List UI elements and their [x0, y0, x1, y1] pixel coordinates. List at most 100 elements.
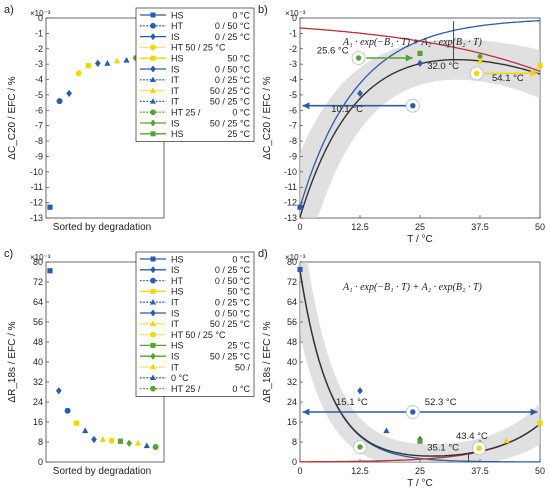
- panel-d-annotation-52: 52.3 °C: [425, 397, 457, 408]
- panel-c-label: c): [4, 248, 13, 260]
- panel-d-point: [383, 427, 390, 434]
- panel-d-marker-yellow-dot: [476, 445, 482, 451]
- legend-top-item-name: IT: [171, 86, 180, 96]
- panel-c-point: [99, 436, 106, 442]
- panel-a-point: [47, 204, 53, 210]
- panel-b-annotation-32: 32.0 °C: [427, 61, 459, 72]
- legend-top-item-marker: [150, 12, 156, 18]
- panel-a-ytick-label: -5: [35, 90, 43, 100]
- panel-a-ytick-label: -9: [35, 151, 43, 161]
- legend-top-item-temp: 50 / 25 °C: [210, 86, 251, 96]
- panel-d-point: [503, 437, 510, 444]
- panel-d-ytick-label: 24: [287, 397, 297, 407]
- panel-a-point: [56, 98, 63, 105]
- panel-b-marker-10-dot: [410, 102, 416, 109]
- panel-c-point: [152, 444, 159, 450]
- panel-c-xlabel: Sorted by degradation: [53, 466, 151, 477]
- legend-bottom-item-name: HT 50 / 25 °C: [171, 330, 226, 340]
- legend-top-item-name: IS: [171, 118, 180, 128]
- legend-top-item-temp: 0 °C: [232, 10, 250, 20]
- panel-d-exponent: ×10⁻³: [285, 253, 306, 262]
- legend-bottom-item-marker: [150, 298, 156, 305]
- legend-top-item-temp: 0 / 50 °C: [215, 21, 251, 31]
- panel-d-plot: 0 12.5 25 37.5 50 0 8 16 24 32 40 48 56 64 72 80 15.1 °C…: [287, 257, 545, 476]
- panel-b-arrow-10-head: [302, 102, 310, 110]
- panel-b-xtick-label: 0: [297, 222, 302, 232]
- legend-bottom-item-marker: [150, 385, 156, 392]
- legend-bottom-item-temp: 0 / 50 °C: [215, 276, 251, 286]
- legend-top-item-marker: [150, 65, 156, 73]
- panel-a-ytick-label: -13: [30, 213, 43, 223]
- legend-top-item-marker: [150, 109, 156, 116]
- panel-c-point: [47, 268, 53, 274]
- panel-d-ytick-label: 8: [292, 437, 297, 447]
- panel-c-ytick-label: 40: [33, 357, 43, 367]
- panel-a-ytick-label: -6: [35, 105, 43, 115]
- panel-a-ylabel: ΔC_C20 / EFC / %: [7, 76, 18, 159]
- panel-d-ytick-label: 72: [287, 277, 297, 287]
- panel-c-point: [117, 438, 123, 444]
- legend-bottom-item-name: IS: [171, 265, 180, 275]
- legend-bottom-item-temp: 50 / 25 °C: [210, 352, 251, 362]
- panel-d: d) ×10⁻³ T / °C ΔR_18s / EFC / % 0 12.5 25…: [258, 248, 545, 489]
- panel-c-point: [108, 437, 115, 444]
- legend-bottom-item-marker: [150, 309, 156, 317]
- panel-d-ytick-label: 48: [287, 337, 297, 347]
- panel-d-label: d): [258, 248, 268, 260]
- panel-b-xtick-label: 25: [415, 222, 425, 232]
- panel-d-ytick-label: 16: [287, 417, 297, 427]
- panel-c-ytick-label: 64: [33, 297, 43, 307]
- panel-b-ytick-label: -3: [289, 59, 297, 69]
- panel-b-ytick-label: -13: [284, 213, 297, 223]
- panel-a-ytick-label: -10: [30, 167, 43, 177]
- panel-a-label: a): [4, 4, 14, 16]
- panel-b-point: [476, 57, 484, 64]
- panel-b: b) ×10⁻³ T / °C ΔC_C20 / EFC / % 0 12.5 25…: [258, 4, 545, 245]
- panel-a-point: [85, 63, 91, 69]
- legend-bottom-item-name: HS: [171, 254, 184, 264]
- panel-d-xtick-label: 37.5: [471, 466, 489, 476]
- panel-b-exponent: ×10⁻³: [285, 9, 306, 18]
- legend-bottom-item-temp: 0 / 25 °C: [215, 265, 251, 275]
- panel-c-ytick-label: 0: [38, 457, 43, 467]
- legend-bottom-item-name: 0 °C: [171, 373, 189, 383]
- panel-c-ytick-label: 72: [33, 277, 43, 287]
- legend-bottom-item-name: IT: [171, 319, 180, 329]
- legend-bottom-item-temp: 0 / 50 °C: [215, 308, 251, 318]
- panel-d-annotation-15: 15.1 °C: [336, 397, 368, 408]
- panel-b-point: [357, 89, 363, 98]
- legend-top-item-name: IS: [171, 64, 180, 74]
- panel-a-ytick-label: -1: [35, 28, 43, 38]
- legend-top-item-marker: [150, 55, 156, 61]
- panel-d-xtick-label: 12.5: [351, 466, 369, 476]
- legend-bottom: HS 0 °C IS 0 / 25 °C HT 0 / 50 °C HS 50 °C IT 0 /…: [135, 251, 255, 397]
- legend-bottom-item-marker: [150, 374, 156, 381]
- panel-c-ytick-label: 24: [33, 397, 43, 407]
- panel-a-point: [113, 57, 121, 64]
- panel-b-point: [477, 52, 483, 61]
- panel-b-point: [417, 50, 423, 56]
- legend-bottom-item-temp: 50 / 25 °C: [210, 319, 251, 329]
- panel-a-ytick-label: -11: [31, 182, 43, 192]
- legend-top-item-marker: [150, 33, 156, 41]
- panel-d-xtick-label: 25: [415, 466, 425, 476]
- panel-c-points: [47, 268, 159, 450]
- panel-c-point: [91, 435, 97, 444]
- legend-top-item-temp: 50 / 25 °C: [210, 97, 251, 107]
- legend-top-item-marker: [150, 44, 156, 51]
- legend-bottom-item-name: IT: [171, 298, 180, 308]
- legend-top-item-temp: 0 / 50 °C: [215, 64, 251, 74]
- legend-bottom-item-marker: [150, 288, 156, 294]
- panel-b-ytick-label: -11: [285, 182, 297, 192]
- legend-bottom-item-marker: [150, 363, 156, 370]
- panel-b-annotation-54: 54.1 °C: [492, 73, 524, 84]
- panel-d-ytick-label: 64: [287, 297, 297, 307]
- legend-bottom-item-name: HT 25 /: [171, 384, 201, 394]
- legend-bottom-item-marker: [150, 256, 156, 262]
- panel-d-xtick-label: 0: [297, 466, 302, 476]
- panel-c-ytick-label: 48: [33, 337, 43, 347]
- panel-a-point: [123, 56, 130, 63]
- panel-c-point: [64, 407, 71, 414]
- panel-d-confidence-band: [300, 262, 540, 462]
- panel-a-ytick-label: -7: [35, 121, 43, 131]
